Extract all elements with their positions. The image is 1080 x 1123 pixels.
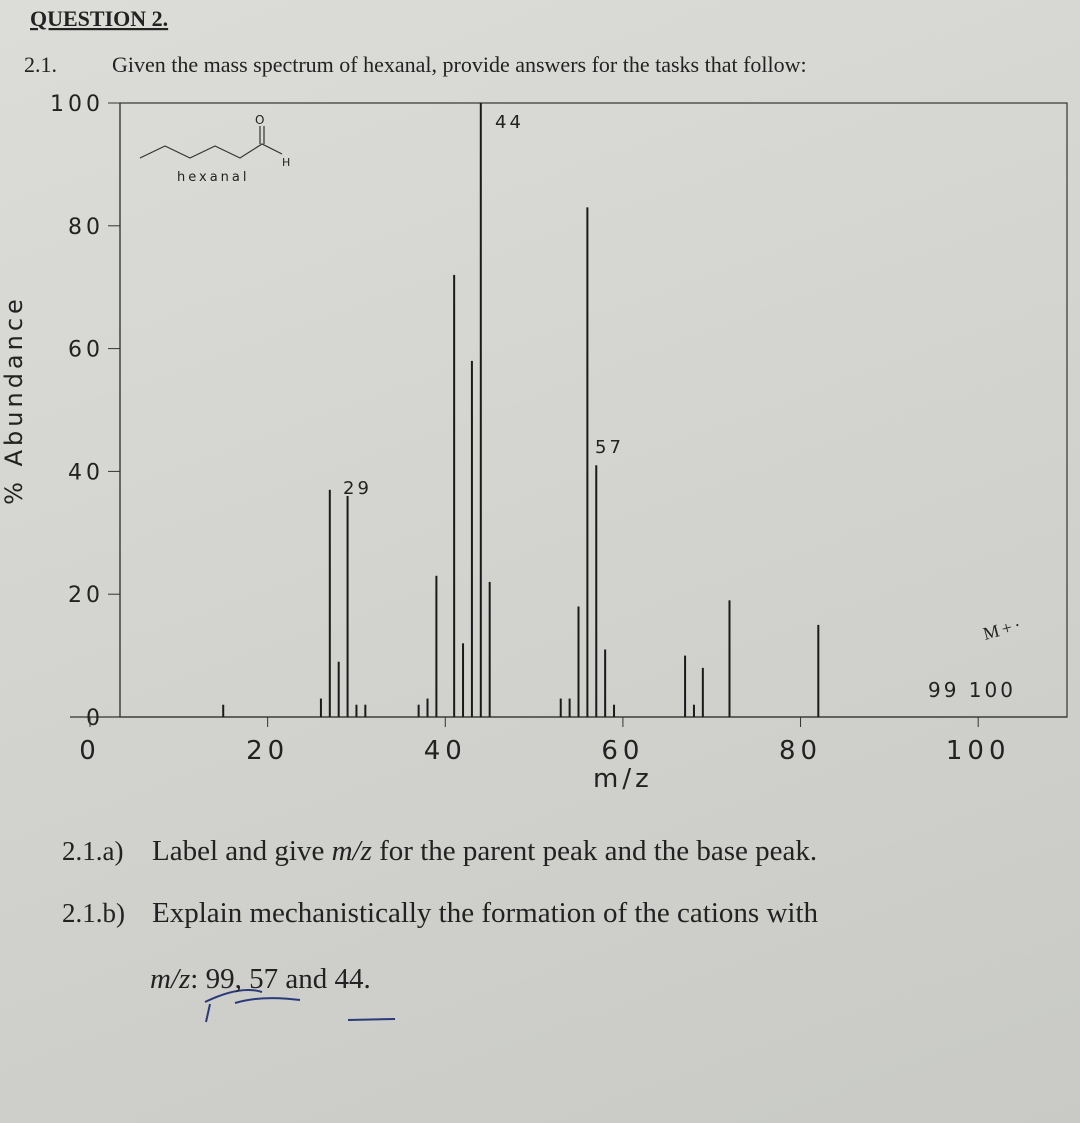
peak bbox=[417, 704, 420, 717]
question-text: Given the mass spectrum of hexanal, prov… bbox=[112, 52, 807, 77]
peak bbox=[355, 704, 358, 717]
task-text-part: Label and give bbox=[152, 835, 332, 867]
task-text: Explain mechanistically the formation of… bbox=[152, 897, 819, 929]
peak bbox=[595, 465, 598, 717]
x-tick-label: 40 bbox=[424, 736, 467, 766]
peak bbox=[692, 704, 695, 717]
task-text: m/z: 99, 57 and 44. bbox=[150, 963, 371, 995]
annotation: 29 bbox=[343, 478, 372, 499]
peak bbox=[426, 698, 429, 717]
y-tick-label: 100 bbox=[50, 92, 104, 117]
y-tick-label: 80 bbox=[68, 215, 104, 240]
task-text-part: Explain mechanistically the formation of… bbox=[152, 897, 819, 929]
question-number: 2.1. bbox=[24, 52, 57, 77]
y-tick-label: 60 bbox=[68, 338, 104, 363]
peak bbox=[364, 704, 367, 717]
heading: QUESTION 2. bbox=[30, 6, 168, 31]
peak bbox=[817, 624, 820, 717]
x-tick-label: 0 bbox=[79, 736, 101, 766]
annotation: M+· bbox=[981, 614, 1026, 644]
peak bbox=[319, 698, 322, 717]
peak bbox=[337, 661, 340, 717]
peak bbox=[604, 649, 607, 717]
y-tick-label: 40 bbox=[68, 460, 104, 485]
carbonyl-bond bbox=[259, 126, 265, 144]
handwriting bbox=[204, 989, 396, 1023]
peak bbox=[346, 495, 349, 717]
x-tick-label: 80 bbox=[779, 736, 822, 766]
peak bbox=[728, 600, 731, 717]
annotation: O bbox=[255, 113, 267, 127]
peak bbox=[701, 667, 704, 717]
task-text-part: m/z bbox=[332, 835, 372, 867]
peak bbox=[453, 274, 456, 717]
peak bbox=[568, 698, 571, 717]
peak bbox=[613, 704, 616, 717]
peak bbox=[488, 581, 491, 717]
task-text-part: m/z bbox=[150, 963, 190, 995]
peak bbox=[328, 489, 331, 717]
annotation: 44 bbox=[495, 112, 524, 133]
annotation: 57 bbox=[595, 437, 624, 458]
peak bbox=[435, 575, 438, 717]
task-number: 2.1.b) bbox=[62, 898, 125, 928]
annotation: 99 100 bbox=[928, 678, 1016, 702]
task-number: 2.1.a) bbox=[62, 836, 123, 866]
peak bbox=[559, 698, 562, 717]
peak bbox=[470, 360, 473, 717]
y-axis-label: % Abundance bbox=[0, 295, 28, 505]
annotation: hexanal bbox=[177, 170, 250, 185]
peak bbox=[586, 207, 589, 717]
task-text: Label and give m/z for the parent peak a… bbox=[152, 835, 817, 867]
peak bbox=[684, 655, 687, 717]
annotation: H bbox=[282, 156, 293, 169]
task-text-part: for the parent peak and the base peak. bbox=[372, 835, 817, 867]
task-text-part: : 99, 57 and 44. bbox=[190, 963, 370, 995]
peak bbox=[577, 606, 580, 717]
peak bbox=[222, 704, 225, 717]
peak bbox=[479, 103, 482, 717]
y-tick-label: 20 bbox=[68, 583, 104, 608]
x-tick-label: 60 bbox=[601, 736, 644, 766]
y-tick-label: 0 bbox=[86, 706, 104, 731]
hexanal-structure bbox=[139, 143, 283, 159]
plot-frame bbox=[119, 102, 1068, 718]
x-axis-label: m/z bbox=[593, 764, 653, 794]
peak bbox=[462, 643, 465, 717]
x-tick-label: 20 bbox=[246, 736, 289, 766]
x-tick-label: 100 bbox=[946, 736, 1011, 766]
